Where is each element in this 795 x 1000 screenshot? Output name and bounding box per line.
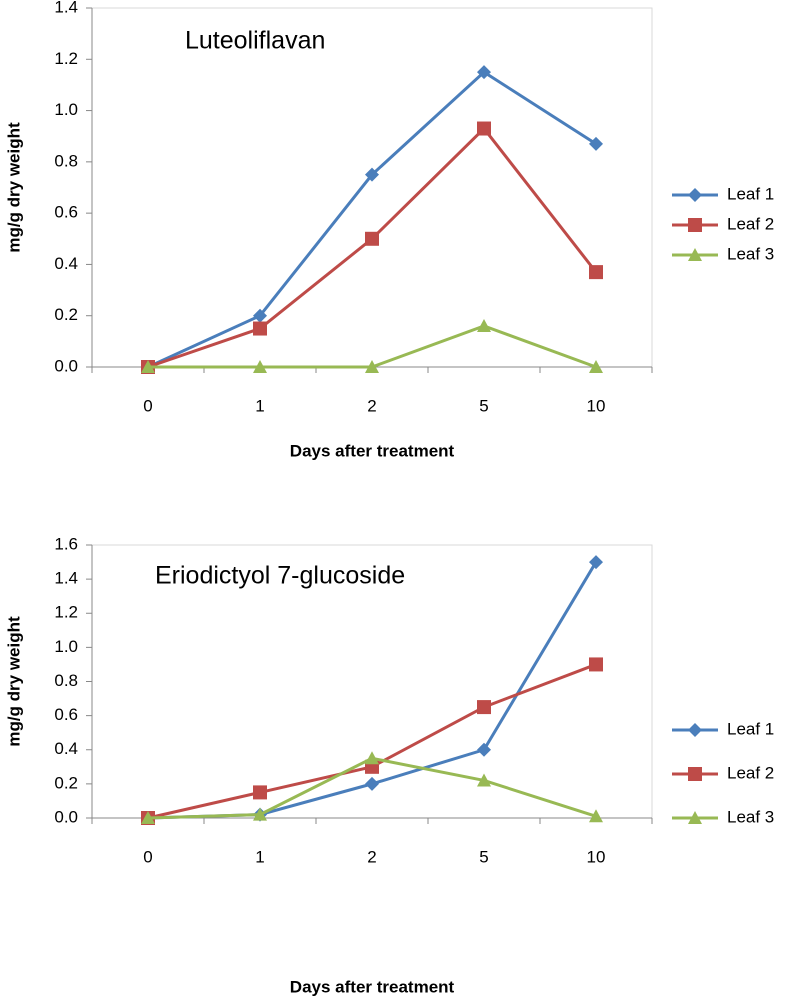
- marker: [141, 360, 155, 373]
- y-tick-label: 1.6: [54, 534, 78, 553]
- y-tick-label: 0.6: [54, 705, 78, 724]
- legend-label: Leaf 2: [727, 763, 774, 782]
- marker: [589, 265, 603, 280]
- x-tick-label: 1: [255, 396, 264, 415]
- y-tick-label: 1.4: [54, 569, 78, 588]
- y-tick-label: 0.0: [54, 807, 78, 826]
- x-tick-label: 2: [367, 847, 376, 866]
- x-axis-label: Days after treatment: [290, 977, 455, 996]
- marker: [365, 751, 379, 765]
- y-tick-label: 1.2: [54, 49, 78, 68]
- y-tick-label: 0.4: [54, 739, 78, 758]
- marker: [688, 188, 702, 202]
- y-tick-label: 0.8: [54, 151, 78, 170]
- y-tick-label: 1.0: [54, 637, 78, 656]
- plot-area: [91, 7, 653, 368]
- y-tick-label: 0.0: [54, 356, 78, 375]
- x-tick-label: 0: [143, 396, 152, 415]
- y-tick-label: 0.8: [54, 671, 78, 690]
- marker: [589, 657, 603, 672]
- marker: [688, 811, 702, 824]
- x-tick-label: 10: [587, 847, 606, 866]
- y-tick-label: 0.4: [54, 254, 78, 273]
- marker: [477, 121, 491, 136]
- chart-title: Eriodictyol 7-glucoside: [155, 562, 405, 590]
- y-tick-label: 0.2: [54, 773, 78, 792]
- y-tick-label: 0.6: [54, 203, 78, 222]
- marker: [589, 809, 603, 823]
- y-axis-label: mg/g dry weight: [4, 616, 23, 747]
- y-tick-label: 1.2: [54, 603, 78, 622]
- marker: [253, 807, 267, 821]
- marker: [365, 167, 379, 182]
- x-tick-label: 2: [367, 396, 376, 415]
- marker: [253, 321, 267, 336]
- marker: [589, 360, 603, 373]
- marker: [477, 742, 491, 757]
- marker: [253, 785, 267, 800]
- chart-title: Luteoliflavan: [185, 27, 325, 55]
- legend-label: Leaf 3: [727, 807, 774, 826]
- marker: [589, 136, 603, 151]
- marker: [688, 767, 702, 781]
- y-tick-label: 0.2: [54, 305, 78, 324]
- marker: [141, 811, 155, 824]
- marker: [365, 360, 379, 373]
- legend-label: Leaf 1: [727, 184, 774, 203]
- marker: [589, 555, 603, 570]
- x-tick-label: 1: [255, 847, 264, 866]
- series-line: [147, 70, 597, 369]
- legend-label: Leaf 3: [727, 244, 774, 263]
- legend-label: Leaf 1: [727, 719, 774, 738]
- x-tick-label: 0: [143, 847, 152, 866]
- marker: [477, 700, 491, 715]
- legend-label: Leaf 2: [727, 214, 774, 233]
- marker: [688, 723, 702, 737]
- x-axis-label: Days after treatment: [290, 441, 455, 460]
- marker: [365, 776, 379, 791]
- marker: [477, 318, 491, 332]
- chart: 0.0 0.2 0.4 0.6 0.8 1.0 1.2 1.4 1.6 0 1 2 5 10 Eriodic…: [4, 534, 774, 996]
- marker: [253, 308, 267, 323]
- marker: [688, 218, 702, 232]
- x-tick-label: 5: [479, 847, 488, 866]
- y-tick-label: 1.0: [54, 100, 78, 119]
- chart: 0.0 0.2 0.4 0.6 0.8 1.0 1.2 1.4 0 1 2 5 10 Luteolifla…: [4, 0, 774, 460]
- marker: [253, 360, 267, 373]
- x-tick-label: 5: [479, 396, 488, 415]
- marker: [365, 231, 379, 246]
- marker: [688, 248, 702, 261]
- marker: [477, 773, 491, 787]
- x-tick-label: 10: [587, 396, 606, 415]
- marker: [477, 65, 491, 80]
- series-line: [147, 126, 598, 369]
- y-axis-label: mg/g dry weight: [4, 122, 23, 253]
- y-tick-label: 1.4: [54, 0, 78, 16]
